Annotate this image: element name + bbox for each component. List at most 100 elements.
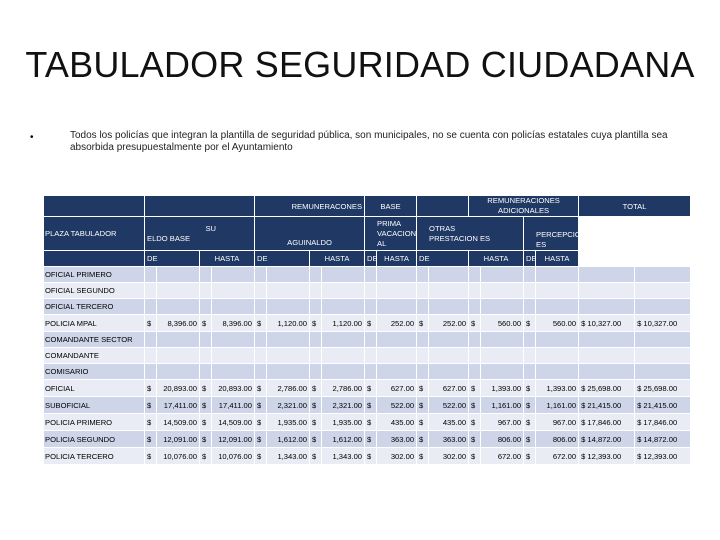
table-cell — [364, 282, 378, 299]
table-cell: 522.00 — [376, 396, 418, 414]
bullet-text: Todos los policías que integran la plant… — [70, 130, 668, 153]
table-cell: $ — [364, 447, 378, 465]
table-cell — [364, 331, 378, 348]
table-cell — [535, 331, 580, 348]
row-label: COMANDANTE — [43, 347, 145, 364]
row-label: OFICIAL SEGUNDO — [43, 282, 145, 299]
table-cell — [266, 363, 310, 380]
header-otras: OTRAS PRESTACION ES — [416, 216, 525, 251]
table-cell — [468, 282, 482, 299]
table-cell — [320, 282, 366, 299]
table-cell — [309, 298, 322, 315]
table-cell — [428, 331, 470, 348]
table-cell: $ — [309, 447, 322, 465]
table-cell: $ — [309, 413, 322, 431]
table-cell: 14,509.00 — [156, 413, 200, 431]
header-percepciones: PERCEPCION ES — [523, 216, 580, 251]
table-cell — [578, 347, 636, 364]
table-cell — [416, 266, 430, 283]
table-cell — [416, 347, 430, 364]
header-plaza: PLAZA TABULADOR — [43, 216, 145, 251]
table-cell: $ 25,698.00 — [634, 379, 692, 397]
table-cell — [254, 331, 267, 348]
table-cell — [309, 331, 322, 348]
salary-table: REMUNERACONES BASE REMUNERACIONES ADICIO… — [43, 195, 692, 465]
table-cell — [254, 363, 267, 380]
header-range: HASTA — [308, 250, 366, 267]
table-cell: $ — [416, 396, 430, 414]
table-cell: $ — [254, 396, 267, 414]
table-row: OFICIAL SEGUNDO — [43, 282, 692, 299]
table-cell: $ — [309, 379, 322, 397]
table-cell — [266, 282, 310, 299]
table-cell: 2,321.00 — [320, 396, 366, 414]
table-cell — [199, 331, 212, 348]
table-cell — [480, 282, 525, 299]
row-label: COMISARIO — [43, 363, 145, 380]
table-cell: $ — [144, 413, 157, 431]
header-range: DE — [254, 250, 310, 267]
table-cell: $ — [468, 379, 482, 397]
table-cell — [364, 363, 378, 380]
table-cell — [266, 331, 310, 348]
table-cell: 363.00 — [428, 430, 470, 448]
table-cell: $ 14,872.00 — [578, 430, 636, 448]
table-cell: $ — [254, 314, 267, 332]
table-cell: $ — [199, 430, 212, 448]
table-cell — [309, 363, 322, 380]
table-cell: $ — [416, 447, 430, 465]
table-cell — [320, 298, 366, 315]
table-cell — [320, 266, 366, 283]
table-cell: $ — [523, 447, 537, 465]
table-cell: $ — [199, 413, 212, 431]
row-label: POLICIA MPAL — [43, 314, 145, 332]
table-cell — [523, 363, 537, 380]
table-cell: 10,076.00 — [211, 447, 255, 465]
table-cell: $ — [144, 396, 157, 414]
table-cell — [320, 363, 366, 380]
table-cell: 1,393.00 — [480, 379, 525, 397]
table-cell: $ — [254, 430, 267, 448]
table-cell: $ — [468, 447, 482, 465]
table-cell: $ 12,393.00 — [578, 447, 636, 465]
header-range: HASTA — [376, 250, 418, 267]
table-cell: 17,411.00 — [211, 396, 255, 414]
page-title: TABULADOR SEGURIDAD CIUDADANA — [25, 44, 695, 85]
table-cell: 1,393.00 — [535, 379, 580, 397]
table-cell: $ — [416, 314, 430, 332]
header-aguinaldo: AGUINALDO — [253, 216, 366, 251]
table-cell — [634, 298, 692, 315]
table-cell: 2,786.00 — [320, 379, 366, 397]
table-cell — [634, 363, 692, 380]
table-cell: $ 17,846.00 — [634, 413, 692, 431]
header-range: DE — [416, 250, 470, 267]
table-cell: $ — [468, 430, 482, 448]
table-cell — [523, 282, 537, 299]
table-cell: 17,411.00 — [156, 396, 200, 414]
table-cell — [578, 331, 636, 348]
table-cell: $ — [254, 447, 267, 465]
table-cell: $ — [199, 379, 212, 397]
table-cell: $ — [468, 413, 482, 431]
table-cell — [199, 282, 212, 299]
table-cell: $ — [523, 379, 537, 397]
table-cell: $ 10,327.00 — [578, 314, 636, 332]
header-range: HASTA — [199, 250, 255, 267]
table-cell: 435.00 — [376, 413, 418, 431]
table-cell — [535, 347, 580, 364]
table-cell: $ — [364, 430, 378, 448]
table-cell: $ — [254, 379, 267, 397]
table-cell — [364, 298, 378, 315]
table-cell: $ — [199, 314, 212, 332]
header-adicionales: REMUNERACIONES ADICIONALES — [468, 195, 580, 217]
table-cell — [364, 347, 378, 364]
table-cell: 522.00 — [428, 396, 470, 414]
table-cell: $ 21,415.00 — [634, 396, 692, 414]
table-cell — [156, 347, 200, 364]
table-cell — [480, 363, 525, 380]
table-cell — [156, 298, 200, 315]
table-cell — [144, 331, 157, 348]
header-range: HASTA — [468, 250, 525, 267]
table-cell — [416, 331, 430, 348]
table-cell — [634, 347, 692, 364]
